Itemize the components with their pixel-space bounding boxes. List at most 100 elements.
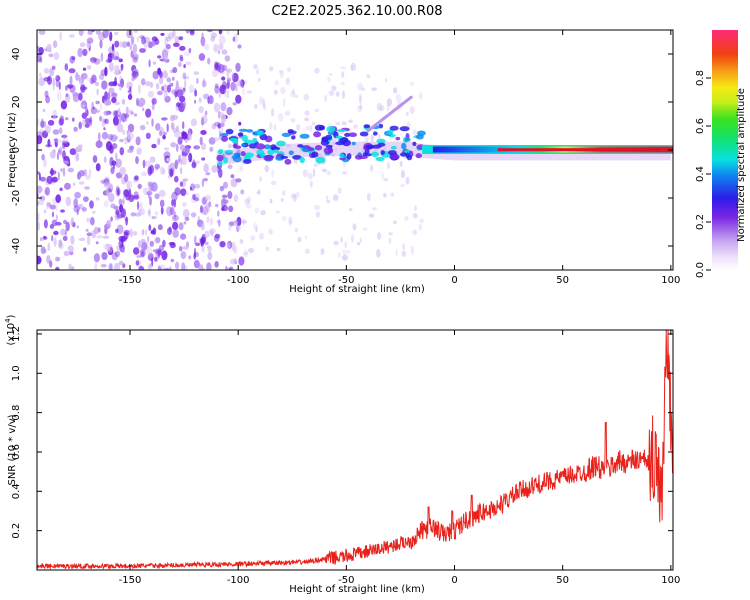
noise-blob	[224, 88, 227, 99]
noise-blob	[275, 210, 280, 214]
noise-blob	[107, 52, 115, 58]
noise-blob	[206, 216, 210, 223]
noise-blob	[60, 209, 65, 213]
noise-blob	[155, 123, 161, 131]
noise-blob	[180, 167, 183, 175]
noise-blob	[227, 143, 233, 149]
noise-blob	[178, 62, 182, 67]
noise-blob	[126, 181, 131, 192]
colorbar-tick-label: 0.6	[695, 118, 706, 134]
noise-blob	[120, 112, 127, 123]
noise-blob	[141, 36, 146, 45]
noise-blob	[107, 30, 111, 38]
noise-blob	[113, 164, 115, 170]
noise-blob	[206, 262, 212, 270]
noise-blob	[216, 219, 220, 224]
top-x-ticks: -150 -100 -50 0 50 100	[119, 30, 680, 286]
noise-blob	[207, 57, 211, 65]
noise-blob	[145, 228, 148, 236]
noise-blob	[238, 121, 242, 126]
noise-blob	[78, 181, 85, 185]
noise-blob	[259, 176, 262, 182]
noise-blob	[378, 133, 381, 140]
noise-blob	[115, 228, 119, 233]
noise-blob	[165, 35, 172, 42]
noise-blob	[297, 236, 302, 243]
noise-blob	[383, 193, 387, 198]
noise-blob	[56, 152, 60, 160]
noise-blob	[83, 196, 89, 203]
signal-blob	[404, 137, 411, 142]
noise-blob	[187, 127, 191, 138]
top-x-axis-label: Height of straight line (km)	[289, 284, 425, 295]
noise-blob	[111, 92, 118, 99]
noise-blob	[400, 169, 406, 179]
signal-blob	[276, 140, 286, 147]
noise-blob	[115, 209, 120, 216]
noise-blob	[154, 237, 161, 244]
noise-blob	[95, 100, 100, 105]
noise-blob	[379, 105, 385, 112]
noise-blob	[86, 109, 89, 117]
noise-blob	[279, 70, 284, 79]
signal-blob	[400, 152, 407, 157]
signal-blob	[377, 142, 386, 147]
noise-blob	[210, 217, 213, 226]
noise-blob	[109, 145, 114, 154]
noise-blob	[366, 74, 371, 79]
noise-blob	[125, 216, 128, 226]
y-tick-label: 0.8	[11, 405, 22, 421]
noise-blob	[43, 68, 50, 74]
noise-blob	[218, 91, 221, 99]
signal-blob	[359, 131, 369, 137]
noise-blob	[47, 138, 51, 147]
noise-blob	[78, 237, 86, 241]
noise-blob	[276, 247, 281, 252]
noise-blob	[177, 158, 180, 165]
noise-blob	[273, 89, 278, 95]
noise-blob	[140, 78, 146, 86]
noise-blob	[49, 67, 55, 77]
noise-blob	[230, 81, 236, 91]
noise-blob	[147, 181, 152, 187]
noise-blob	[340, 66, 347, 70]
noise-blob	[37, 135, 43, 145]
noise-blob	[200, 224, 205, 231]
noise-blob	[125, 106, 129, 114]
noise-blob	[160, 32, 165, 36]
signal-blob	[241, 143, 246, 147]
signal-blob	[263, 144, 272, 150]
y-tick-label: 0	[11, 147, 22, 153]
noise-blob	[78, 170, 85, 177]
noise-blob	[106, 92, 111, 100]
noise-blob	[119, 138, 124, 143]
noise-blob	[346, 250, 351, 254]
signal-blob	[380, 150, 385, 155]
noise-blob	[188, 48, 192, 53]
noise-blob	[178, 245, 183, 252]
noise-blob	[137, 183, 142, 190]
noise-blob	[135, 260, 140, 266]
noise-blob	[359, 104, 362, 110]
noise-blob	[166, 77, 172, 83]
noise-blob	[285, 77, 291, 86]
noise-blob	[108, 263, 113, 270]
noise-blob	[43, 158, 47, 168]
noise-blob	[95, 197, 100, 201]
noise-blob	[381, 172, 385, 182]
y-tick-label: -40	[11, 238, 22, 254]
noise-blob	[157, 224, 163, 231]
signal-blob	[375, 156, 385, 162]
signal-blob	[389, 125, 399, 131]
noise-blob	[412, 128, 418, 135]
noise-blob	[38, 195, 45, 206]
noise-blob	[180, 233, 187, 240]
noise-blob	[184, 216, 190, 221]
signal-blob	[326, 126, 336, 133]
colorbar-ticks: 0.0 0.2 0.4 0.6 0.8	[695, 70, 711, 278]
noise-blob	[180, 251, 187, 260]
noise-blob	[114, 262, 120, 270]
bottom-x-ticks: -150 -100 -50 0 50 100	[119, 330, 680, 586]
noise-blob	[199, 205, 204, 214]
noise-blob	[201, 115, 208, 125]
